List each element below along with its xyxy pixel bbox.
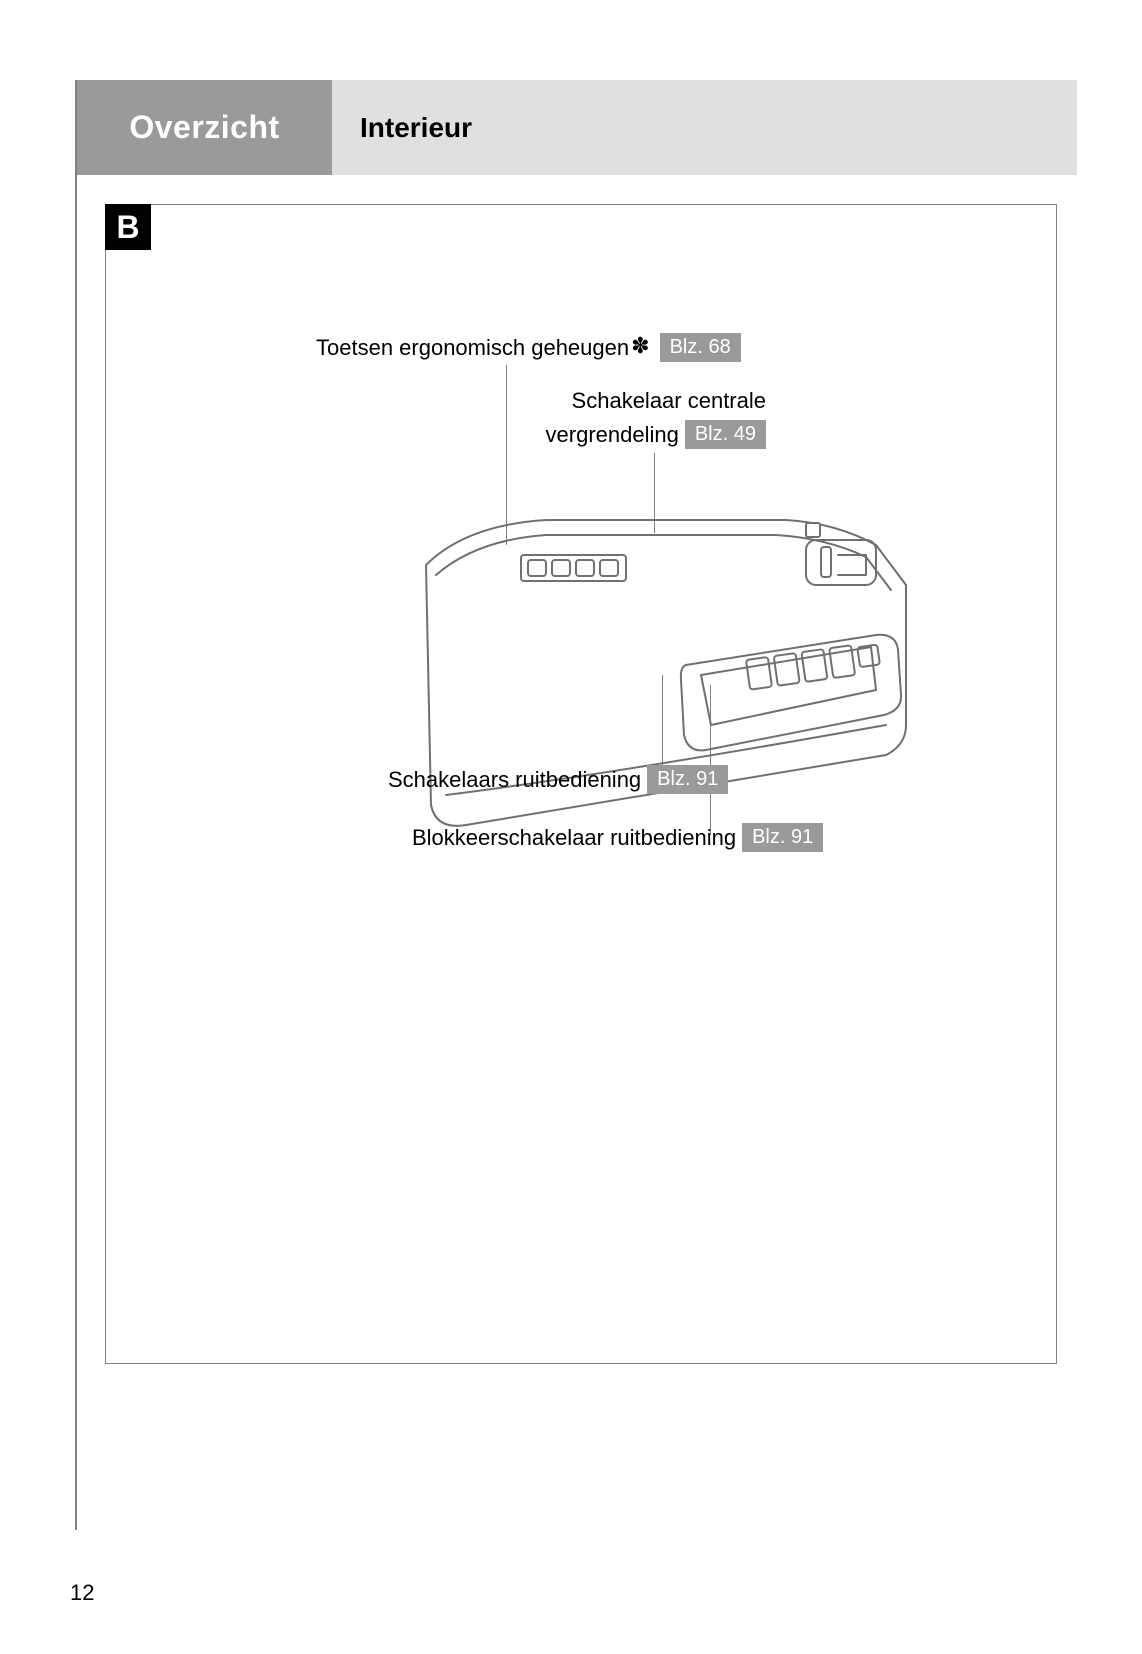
label-window-lock: Blokkeerschakelaar ruitbediening Blz. 91 bbox=[412, 823, 823, 852]
label-memory: Toetsen ergonomisch geheugen ✽ Blz. 68 bbox=[316, 333, 741, 362]
label-central-lock: Schakelaar centrale vergrendeling Blz. 4… bbox=[436, 388, 766, 449]
label-central-lock-line1: Schakelaar centrale bbox=[436, 388, 766, 414]
header-tab-text: Overzicht bbox=[129, 109, 279, 146]
section-badge: B bbox=[105, 204, 151, 250]
content-box: B Toetsen ergonomisch geheugen ✽ Blz. 68… bbox=[105, 204, 1057, 1364]
asterisk-icon: ✽ bbox=[631, 333, 649, 359]
page-ref-memory[interactable]: Blz. 68 bbox=[660, 333, 741, 362]
header-tab: Overzicht bbox=[77, 80, 332, 175]
label-central-lock-line2: vergrendeling bbox=[546, 422, 679, 448]
page-ref-window-switches[interactable]: Blz. 91 bbox=[647, 765, 728, 794]
door-panel-diagram bbox=[406, 485, 926, 865]
label-window-switches: Schakelaars ruitbediening Blz. 91 bbox=[388, 765, 728, 794]
label-window-switches-text: Schakelaars ruitbediening bbox=[388, 767, 641, 793]
header-title: Interieur bbox=[360, 112, 472, 144]
page-frame: Overzicht Interieur B Toetsen ergonomisc… bbox=[75, 80, 1075, 1530]
page-number: 12 bbox=[70, 1580, 94, 1606]
page-ref-window-lock[interactable]: Blz. 91 bbox=[742, 823, 823, 852]
header-bar: Overzicht Interieur bbox=[77, 80, 1077, 175]
label-window-lock-text: Blokkeerschakelaar ruitbediening bbox=[412, 825, 736, 851]
page-ref-central-lock[interactable]: Blz. 49 bbox=[685, 420, 766, 449]
label-memory-text: Toetsen ergonomisch geheugen bbox=[316, 335, 629, 361]
